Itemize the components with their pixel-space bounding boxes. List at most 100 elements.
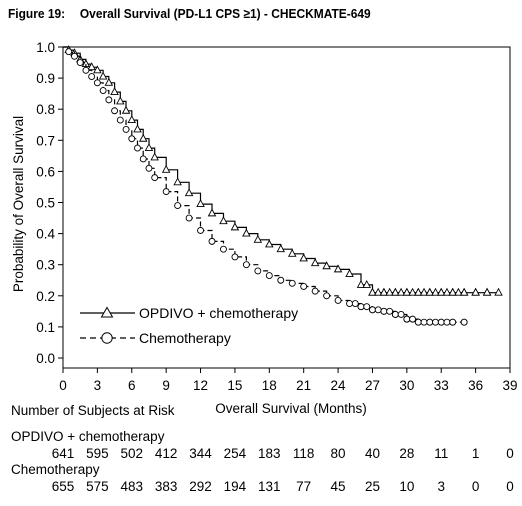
censor-marker-chemotherapy-50 — [391, 311, 399, 318]
censor-marker-opdivo-56 — [419, 287, 429, 296]
chart-axes: 0.00.10.20.30.40.50.60.70.80.91.00 3 6 9 12 1… — [36, 40, 517, 393]
censor-marker-opdivo-23 — [242, 228, 251, 237]
censor-marker-chemotherapy-44 — [357, 303, 365, 311]
censor-marker-opdivo-63 — [459, 287, 469, 296]
censor-marker-chemotherapy-13 — [139, 155, 147, 163]
censor-marker-opdivo-53 — [402, 287, 412, 296]
censor-marker-chemotherapy-3 — [82, 66, 90, 74]
x-tick-label-6: 6 — [128, 378, 136, 393]
censor-marker-opdivo-17 — [173, 177, 182, 186]
censor-marker-chemotherapy-4 — [88, 73, 96, 80]
y-tick-label-1.0: 1.0 — [36, 40, 55, 55]
censor-marker-chemotherapy-5 — [93, 79, 101, 87]
censor-marker-chemotherapy-47 — [374, 306, 382, 314]
figure-label: Figure 19: — [8, 6, 66, 21]
km-curve-chemotherapy — [63, 46, 465, 323]
censor-marker-opdivo-32 — [345, 269, 354, 277]
censor-marker-opdivo-62 — [454, 287, 463, 296]
censor-marker-chemotherapy-23 — [242, 261, 250, 269]
x-tick-label-18: 18 — [262, 378, 277, 393]
chart-legend: OPDIVO + chemotherapy Chemotherapy — [80, 305, 298, 346]
x-tick-label-0: 0 — [59, 378, 67, 393]
x-tick-label-15: 15 — [227, 378, 242, 393]
censor-marker-chemotherapy-51 — [397, 311, 405, 318]
censor-marker-opdivo-57 — [425, 287, 435, 296]
plot-frame — [62, 46, 511, 369]
chart-series — [63, 45, 503, 326]
censor-marker-opdivo-45 — [494, 287, 503, 296]
censor-marker-opdivo-50 — [385, 287, 394, 296]
censor-marker-chemotherapy-29 — [311, 287, 319, 295]
censor-marker-opdivo-48 — [373, 287, 383, 296]
x-tick-label-39: 39 — [502, 378, 517, 393]
censor-marker-chemotherapy-14 — [145, 164, 153, 172]
legend-label-chemotherapy: Chemotherapy — [139, 330, 231, 346]
censor-marker-opdivo-12 — [133, 124, 142, 133]
censor-marker-chemotherapy-56 — [426, 318, 434, 326]
censor-marker-chemotherapy-22 — [231, 253, 239, 261]
y-tick-label-0.5: 0.5 — [36, 196, 55, 211]
censor-marker-opdivo-51 — [391, 287, 400, 296]
censor-marker-chemotherapy-17 — [174, 202, 182, 210]
y-tick-label-0.8: 0.8 — [36, 102, 55, 117]
censor-marker-chemotherapy-24 — [254, 267, 262, 275]
censor-marker-opdivo-16 — [161, 164, 171, 173]
censor-marker-opdivo-49 — [379, 287, 389, 296]
censor-marker-opdivo-14 — [144, 143, 154, 152]
censor-marker-chemotherapy-49 — [386, 307, 394, 315]
censor-marker-chemotherapy-55 — [420, 318, 428, 326]
censor-marker-opdivo-25 — [265, 239, 274, 248]
x-tick-label-36: 36 — [468, 378, 483, 393]
censor-marker-opdivo-10 — [121, 105, 131, 114]
censor-marker-chemotherapy-8 — [111, 107, 119, 115]
censor-marker-opdivo-8 — [110, 87, 119, 96]
censor-marker-opdivo-30 — [322, 261, 331, 270]
x-tick-label-27: 27 — [365, 378, 380, 393]
censor-marker-opdivo-33 — [356, 279, 366, 288]
x-tick-label-9: 9 — [162, 378, 170, 393]
censor-marker-opdivo-13 — [138, 133, 148, 142]
y-tick-label-0.4: 0.4 — [36, 227, 55, 242]
censor-marker-chemotherapy-9 — [116, 116, 124, 124]
censor-marker-opdivo-46 — [362, 279, 371, 288]
censor-marker-opdivo-27 — [287, 248, 297, 257]
censor-marker-opdivo-19 — [196, 199, 205, 208]
censor-marker-opdivo-60 — [442, 287, 452, 296]
censor-marker-opdivo-5 — [93, 65, 102, 74]
censor-marker-opdivo-65 — [482, 287, 492, 296]
y-tick-label-0.2: 0.2 — [36, 289, 55, 304]
censor-marker-chemotherapy-10 — [122, 125, 130, 133]
y-axis-label: Probability of Overall Survival — [11, 116, 26, 292]
censor-marker-opdivo-11 — [127, 115, 137, 124]
censor-marker-chemotherapy-43 — [351, 300, 359, 308]
censor-marker-chemotherapy-1 — [71, 52, 78, 60]
censor-marker-opdivo-58 — [431, 287, 440, 296]
censor-marker-opdivo-24 — [253, 234, 263, 243]
figure-title: Figure 19: Overall Survival (PD-L1 CPS ≥1… — [8, 6, 371, 21]
censor-marker-chemotherapy-11 — [128, 135, 136, 143]
y-tick-label-0.7: 0.7 — [36, 133, 55, 148]
censor-marker-chemotherapy-18 — [185, 214, 193, 222]
censor-marker-opdivo-9 — [116, 96, 125, 105]
censor-marker-chemotherapy-2 — [76, 59, 84, 66]
censor-marker-opdivo-64 — [471, 287, 480, 296]
x-axis-label: Overall Survival (Months) — [215, 401, 367, 416]
legend-item-chemotherapy: Chemotherapy — [80, 330, 231, 346]
x-tick-label-3: 3 — [94, 378, 102, 393]
censor-marker-opdivo-47 — [368, 287, 377, 296]
y-tick-label-0.6: 0.6 — [36, 164, 55, 179]
figure-title-text: Overall Survival (PD-L1 CPS ≥1) - CHECKM… — [79, 6, 371, 21]
censor-marker-opdivo-6 — [98, 71, 108, 80]
censor-marker-chemotherapy-6 — [99, 87, 107, 94]
y-tick-label-0.9: 0.9 — [36, 71, 55, 86]
legend-marker-opdivo — [100, 306, 114, 318]
censor-marker-opdivo-7 — [104, 77, 114, 86]
censor-marker-chemotherapy-46 — [369, 306, 376, 314]
x-tick-label-12: 12 — [193, 378, 208, 393]
censor-marker-opdivo-31 — [333, 264, 343, 273]
censor-marker-chemotherapy-53 — [409, 315, 417, 323]
x-tick-label-24: 24 — [331, 378, 347, 393]
censor-marker-opdivo-21 — [219, 216, 228, 225]
censor-marker-chemotherapy-60 — [449, 318, 457, 326]
